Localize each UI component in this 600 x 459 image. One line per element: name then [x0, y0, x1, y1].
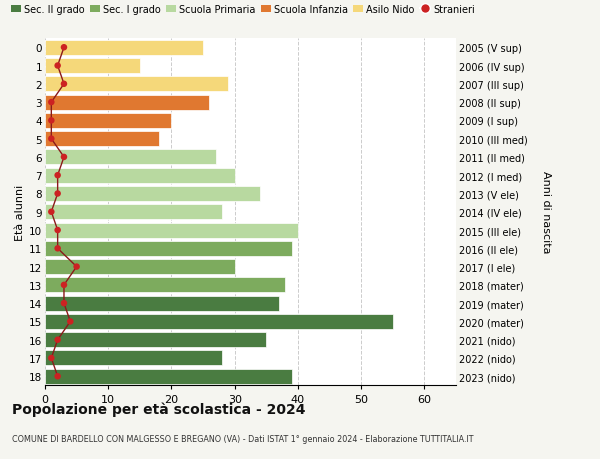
Text: Popolazione per età scolastica - 2024: Popolazione per età scolastica - 2024	[12, 402, 305, 416]
Bar	[45, 223, 298, 238]
Point	[53, 373, 62, 380]
Bar	[45, 205, 222, 220]
Point	[72, 263, 82, 271]
Bar	[45, 296, 279, 311]
Bar	[45, 351, 222, 366]
Point	[59, 300, 69, 307]
Point	[47, 354, 56, 362]
Point	[59, 45, 69, 52]
Bar	[45, 132, 159, 147]
Point	[53, 190, 62, 198]
Bar	[45, 186, 260, 202]
Point	[59, 281, 69, 289]
Bar	[45, 241, 292, 256]
Bar	[45, 41, 203, 56]
Point	[53, 227, 62, 234]
Text: COMUNE DI BARDELLO CON MALGESSO E BREGANO (VA) - Dati ISTAT 1° gennaio 2024 - El: COMUNE DI BARDELLO CON MALGESSO E BREGAN…	[12, 434, 473, 443]
Point	[65, 318, 75, 325]
Legend: Sec. II grado, Sec. I grado, Scuola Primaria, Scuola Infanzia, Asilo Nido, Stran: Sec. II grado, Sec. I grado, Scuola Prim…	[11, 5, 475, 15]
Point	[53, 63, 62, 70]
Bar	[45, 278, 285, 293]
Y-axis label: Anni di nascita: Anni di nascita	[541, 171, 551, 253]
Bar	[45, 59, 140, 74]
Point	[47, 99, 56, 106]
Bar	[45, 369, 292, 384]
Bar	[45, 259, 235, 274]
Bar	[45, 314, 393, 329]
Bar	[45, 77, 229, 92]
Bar	[45, 95, 209, 110]
Point	[47, 118, 56, 125]
Bar	[45, 150, 216, 165]
Y-axis label: Età alunni: Età alunni	[15, 184, 25, 241]
Bar	[45, 332, 266, 347]
Point	[47, 136, 56, 143]
Point	[59, 81, 69, 88]
Bar	[45, 114, 172, 129]
Point	[53, 245, 62, 252]
Bar	[45, 168, 235, 183]
Point	[59, 154, 69, 161]
Point	[53, 336, 62, 344]
Point	[53, 172, 62, 179]
Point	[47, 208, 56, 216]
